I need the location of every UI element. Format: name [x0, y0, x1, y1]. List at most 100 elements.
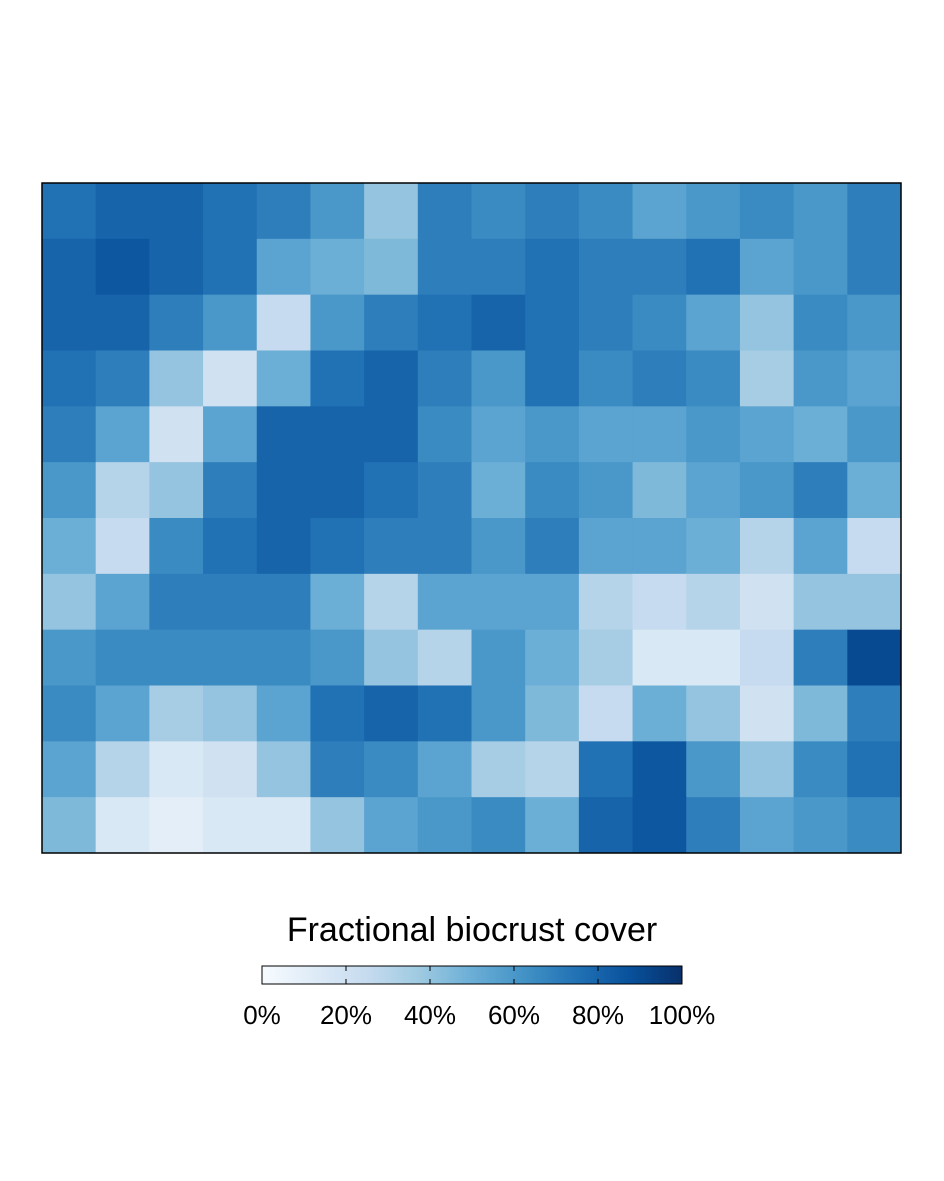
- raster-cell: [42, 350, 97, 407]
- raster-cell: [364, 183, 419, 240]
- raster-cell: [310, 294, 365, 351]
- raster-cell: [256, 183, 311, 240]
- raster-cell: [256, 238, 311, 296]
- raster-cell: [417, 741, 472, 798]
- raster-cell: [632, 294, 687, 351]
- raster-cell: [203, 294, 258, 351]
- raster-cell: [793, 350, 848, 407]
- raster-cell: [793, 797, 848, 854]
- raster-cell: [471, 741, 526, 798]
- raster-cell: [686, 350, 741, 407]
- raster-cell: [686, 573, 741, 631]
- raster-cell: [471, 518, 526, 575]
- raster-cell: [42, 294, 97, 351]
- raster-cell: [203, 573, 258, 631]
- raster-cell: [42, 573, 97, 631]
- raster-cell: [686, 685, 741, 742]
- raster-cell: [364, 350, 419, 407]
- raster-cell: [417, 518, 472, 575]
- raster-cell: [578, 685, 634, 742]
- colorbar-tick-label: 20%: [320, 1000, 372, 1030]
- colorbar-tick-label: 80%: [572, 1000, 624, 1030]
- colorbar-tick-label: 0%: [243, 1000, 281, 1030]
- raster-cell: [417, 406, 472, 463]
- raster-cell: [203, 629, 258, 686]
- raster-cell: [95, 294, 150, 351]
- raster-cell: [310, 350, 365, 407]
- raster-cell: [525, 294, 580, 351]
- raster-cell: [471, 406, 526, 463]
- raster-cell: [739, 685, 795, 742]
- raster-cell: [149, 294, 204, 351]
- colorbar-tick-label: 40%: [404, 1000, 456, 1030]
- raster-cell: [525, 462, 580, 519]
- raster-cell: [149, 406, 204, 463]
- raster-cell: [686, 741, 741, 798]
- raster-cell: [364, 462, 419, 519]
- raster-cell: [739, 350, 795, 407]
- colorbar: [261, 965, 683, 985]
- raster-cell: [42, 741, 97, 798]
- raster-cell: [471, 629, 526, 686]
- raster-cell: [525, 406, 580, 463]
- raster-cell: [793, 629, 848, 686]
- raster-cell: [417, 350, 472, 407]
- colorbar-title: Fractional biocrust cover: [287, 911, 657, 949]
- raster-cell: [793, 183, 848, 240]
- raster-cell: [149, 238, 204, 296]
- raster-cell: [95, 741, 150, 798]
- raster-cell: [847, 518, 902, 575]
- raster-cell: [471, 797, 526, 854]
- raster: [42, 183, 902, 854]
- raster-cell: [417, 685, 472, 742]
- raster-cell: [739, 406, 795, 463]
- raster-cell: [578, 406, 634, 463]
- raster-cell: [256, 462, 311, 519]
- raster-cell: [310, 741, 365, 798]
- raster-cell: [42, 406, 97, 463]
- raster-cell: [525, 629, 580, 686]
- raster-cell: [793, 518, 848, 575]
- raster-cell: [578, 183, 634, 240]
- raster-cell: [578, 238, 634, 296]
- raster-cell: [793, 294, 848, 351]
- raster-cell: [417, 573, 472, 631]
- raster-cell: [310, 406, 365, 463]
- raster-cell: [42, 238, 97, 296]
- raster-cell: [686, 294, 741, 351]
- raster-cell: [793, 462, 848, 519]
- raster-cell: [632, 685, 687, 742]
- raster-cell: [95, 350, 150, 407]
- raster-cell: [310, 629, 365, 686]
- raster-cell: [686, 518, 741, 575]
- raster-cell: [310, 797, 365, 854]
- raster-cell: [686, 183, 741, 240]
- raster-cell: [256, 518, 311, 575]
- raster-cell: [42, 183, 97, 240]
- raster-cell: [793, 573, 848, 631]
- raster-cell: [578, 462, 634, 519]
- colorbar-tick-label: 100%: [649, 1000, 716, 1030]
- raster-cell: [149, 462, 204, 519]
- raster-cell: [739, 741, 795, 798]
- raster-cell: [847, 741, 902, 798]
- raster-cell: [525, 573, 580, 631]
- raster-cell: [578, 741, 634, 798]
- raster-cell: [847, 294, 902, 351]
- raster-cell: [149, 685, 204, 742]
- raster-cell: [417, 238, 472, 296]
- raster-cell: [149, 183, 204, 240]
- raster-cell: [847, 685, 902, 742]
- raster-cell: [310, 462, 365, 519]
- raster-cell: [793, 406, 848, 463]
- raster-cell: [256, 294, 311, 351]
- raster-cell: [847, 629, 902, 686]
- raster-cell: [95, 518, 150, 575]
- raster-cell: [149, 797, 204, 854]
- raster-cell: [364, 685, 419, 742]
- raster-cell: [793, 741, 848, 798]
- raster-cell: [632, 406, 687, 463]
- raster-cell: [686, 797, 741, 854]
- map-frame: [41, 182, 902, 854]
